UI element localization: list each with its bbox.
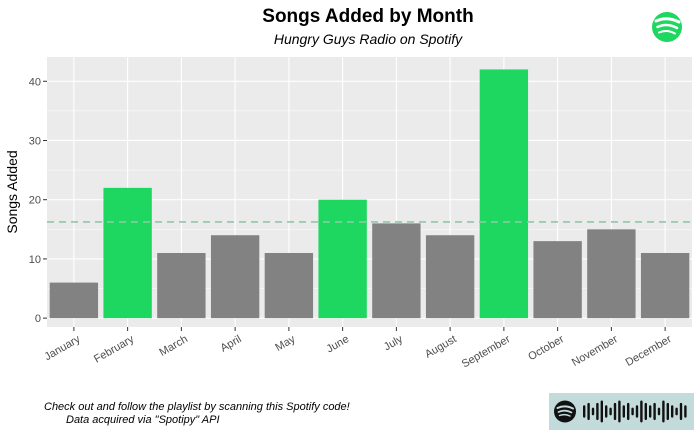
- bar-july: [372, 223, 421, 319]
- x-tick-label: November: [570, 333, 620, 369]
- code-bar: [609, 407, 612, 416]
- code-bar: [622, 405, 625, 418]
- x-tick-label: February: [92, 333, 137, 366]
- x-tick-label: August: [423, 333, 459, 361]
- caption-line-2: Data acquired via "Spotipy" API: [66, 414, 220, 426]
- x-tick-label: July: [382, 333, 405, 353]
- bar-may: [264, 252, 314, 319]
- bar-august: [425, 235, 475, 319]
- bar-october: [533, 241, 582, 319]
- bars: [49, 69, 690, 319]
- x-tick-label: April: [219, 333, 244, 354]
- y-tick-label: 10: [29, 254, 41, 266]
- code-bar: [583, 405, 586, 418]
- code-bar: [657, 407, 661, 416]
- code-bar: [640, 400, 643, 423]
- chart-subtitle: Hungry Guys Radio on Spotify: [274, 31, 463, 47]
- spotify-logo-icon: [652, 12, 682, 42]
- code-bar: [653, 402, 656, 421]
- bar-november: [587, 229, 636, 319]
- spotify-code-icon: [549, 393, 694, 430]
- chart-title: Songs Added by Month: [262, 6, 473, 27]
- x-tick-label: January: [42, 333, 82, 363]
- x-tick-label: June: [324, 333, 351, 355]
- code-bar: [605, 405, 608, 418]
- code-bar: [596, 402, 599, 421]
- y-tick-label: 30: [29, 135, 41, 147]
- code-bar: [684, 405, 687, 418]
- y-tick-label: 40: [29, 76, 41, 88]
- code-bar: [613, 402, 617, 421]
- code-bar: [671, 405, 674, 418]
- bar-january: [49, 282, 99, 319]
- code-bar: [675, 407, 678, 416]
- y-axis-ticks: 0 10 20 30 40: [29, 76, 47, 325]
- caption-line-1: Check out and follow the playlist by sca…: [44, 401, 350, 413]
- code-bar: [649, 405, 652, 418]
- bar-december: [640, 252, 690, 319]
- bar-march: [157, 252, 206, 319]
- x-tick-label: May: [273, 333, 297, 354]
- code-bar: [587, 402, 590, 421]
- x-tick-label: October: [526, 333, 566, 363]
- bar-september: [479, 69, 529, 319]
- code-bar: [618, 400, 621, 423]
- x-tick-label: March: [157, 333, 189, 359]
- y-tick-label: 0: [35, 313, 41, 325]
- x-axis-ticks: January February March April May June July Augu…: [42, 327, 674, 371]
- x-tick-label: September: [460, 333, 513, 370]
- code-bar: [591, 407, 595, 416]
- code-bar: [600, 400, 603, 423]
- plot-panel: [47, 57, 692, 327]
- bar-february: [103, 187, 152, 319]
- bar-june: [318, 199, 367, 319]
- y-axis-title: Songs Added: [4, 150, 20, 233]
- bar-april: [210, 235, 260, 319]
- code-bar: [631, 407, 634, 416]
- code-bar: [679, 402, 683, 421]
- x-tick-label: December: [624, 333, 674, 369]
- code-bar: [662, 400, 665, 423]
- code-bar: [627, 402, 630, 421]
- y-tick-label: 20: [29, 195, 41, 207]
- code-bar: [644, 402, 647, 421]
- code-bar: [666, 402, 669, 421]
- code-bar: [635, 405, 639, 418]
